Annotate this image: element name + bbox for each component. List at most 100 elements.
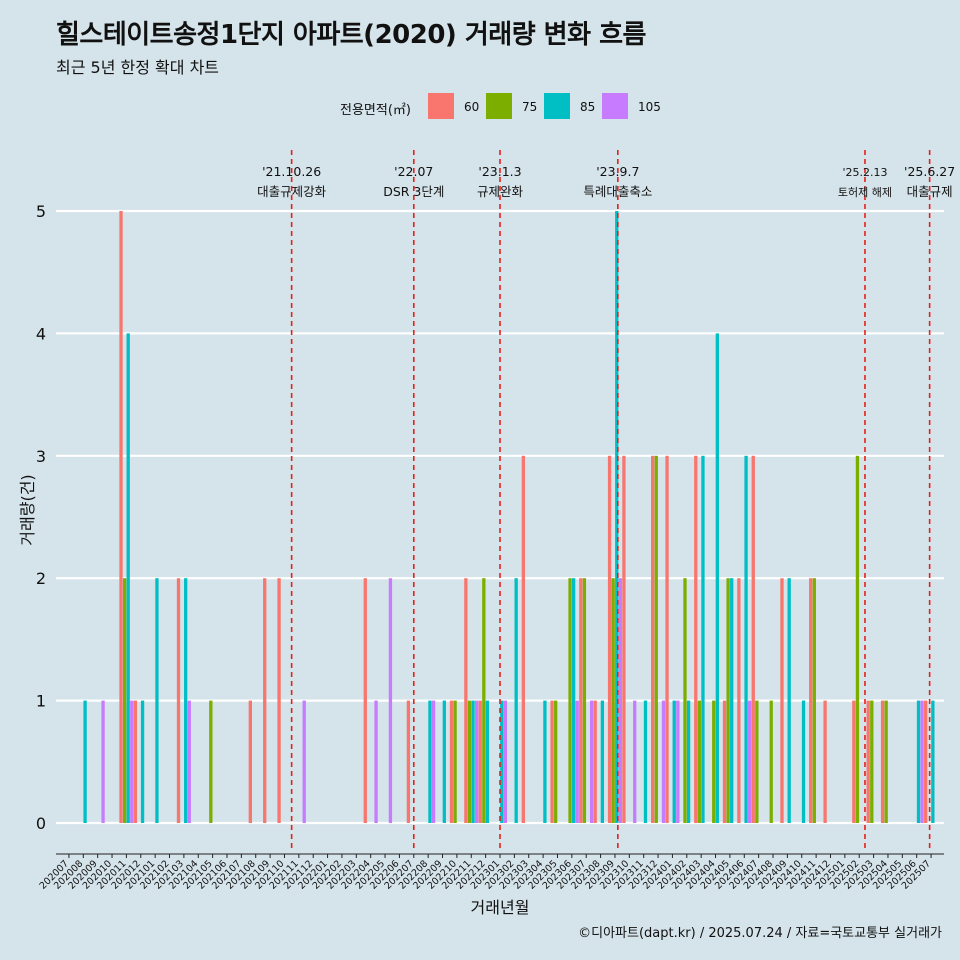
y-tick-label-0: 0	[36, 814, 46, 833]
event-date-4: '25.2.13	[842, 166, 887, 179]
y-tick-label-2: 2	[36, 569, 46, 588]
event-date-3: '23.9.7	[596, 164, 639, 179]
event-label-2: 규제완화	[477, 184, 524, 199]
bar-75-202408	[769, 700, 773, 823]
bar-60-202406	[737, 578, 741, 823]
y-tick-label-5: 5	[36, 202, 46, 221]
bar-75-202407	[755, 700, 759, 823]
bar-60-202308	[593, 700, 597, 823]
event-date-2: '23.1.3	[478, 164, 521, 179]
bar-105-202211	[474, 700, 479, 823]
chart-title: 힐스테이트송정1단지 아파트(2020) 거래량 변화 흐름	[56, 20, 646, 50]
bar-60-202207	[406, 700, 411, 823]
bar-75-202212	[482, 578, 486, 823]
legend-swatch-85	[544, 93, 570, 119]
bar-85-202304	[543, 700, 547, 823]
bar-85-202401	[672, 700, 676, 823]
bar-85-202101	[155, 578, 159, 823]
bar-60-202012	[133, 700, 138, 823]
bar-85-202012	[140, 700, 145, 823]
bar-85-202008	[83, 700, 87, 823]
y-tick-label-4: 4	[36, 324, 46, 343]
bar-60-202204	[363, 578, 367, 823]
event-label-1: DSR 3단계	[383, 184, 444, 199]
bar-75-202211	[467, 700, 472, 823]
bar-75-202307	[582, 578, 587, 823]
bar-85-202011	[126, 333, 130, 823]
event-date-1: '22.07	[394, 164, 433, 179]
bar-85-202406	[744, 455, 748, 823]
bar-75-202305	[554, 700, 558, 823]
bar-75-202011	[122, 578, 127, 823]
event-label-4: 토허제 해제	[838, 185, 892, 199]
bar-105-202309	[618, 578, 622, 823]
bar-105-202307	[589, 700, 594, 823]
legend-swatch-60	[428, 93, 454, 119]
legend: 전용면적(㎡) 60 75 85 105	[0, 92, 960, 122]
bar-85-202209	[442, 700, 446, 823]
bar-60-202108	[248, 700, 252, 823]
bar-85-202409	[787, 578, 791, 823]
bar-60-202401	[665, 455, 669, 823]
x-axis-title: 거래년월	[471, 898, 530, 917]
bar-60-202212	[478, 700, 482, 823]
bar-75-202309	[611, 578, 615, 823]
legend-label-85: 85	[580, 100, 596, 114]
bar-60-202310	[622, 455, 626, 823]
bar-75-202405	[726, 578, 730, 823]
bar-60-202312	[651, 455, 655, 823]
legend-title: 전용면적(㎡)	[340, 103, 411, 118]
bar-85-202506	[916, 700, 921, 823]
bar-105-202111	[302, 700, 306, 823]
bar-60-202110	[277, 578, 281, 823]
bar-105-202406	[748, 700, 752, 823]
bar-60-202403	[694, 455, 698, 823]
bar-60-202405	[722, 700, 727, 823]
bar-60-202507	[924, 700, 928, 823]
event-label-3: 특례대출축소	[583, 184, 652, 199]
bar-85-202309	[615, 211, 619, 823]
bar-60-202411	[809, 578, 813, 823]
bar-75-202404	[712, 700, 716, 823]
bar-60-202103	[176, 578, 181, 823]
legend-label-60: 60	[464, 100, 480, 114]
bar-85-202402	[686, 700, 691, 823]
bar-85-202211	[471, 700, 475, 823]
bar-60-202409	[780, 578, 784, 823]
bar-60-202109	[263, 578, 267, 823]
bar-85-202301	[500, 700, 504, 823]
bar-85-202302	[514, 578, 518, 823]
legend-swatch-105	[602, 93, 628, 119]
bar-105-202009	[101, 700, 105, 823]
bar-85-202208	[428, 700, 432, 823]
bar-60-202211	[464, 578, 468, 823]
bar-105-202208	[431, 700, 436, 823]
y-tick-label-1: 1	[36, 692, 46, 711]
event-label-5: 대출규제	[907, 184, 953, 199]
bar-105-202205	[388, 578, 393, 823]
bar-85-202103	[184, 578, 188, 823]
bar-105-202401	[676, 700, 680, 823]
bar-85-202405	[730, 578, 734, 823]
chart-subtitle: 최근 5년 한정 확대 차트	[56, 58, 220, 77]
bar-75-202503	[870, 700, 874, 823]
bar-60-202305	[550, 700, 554, 823]
bar-105-202312	[661, 700, 666, 823]
bar-60-202303	[521, 455, 526, 823]
bar-75-202411	[812, 578, 816, 823]
bar-105-202301	[503, 700, 508, 823]
bar-60-202407	[751, 455, 755, 823]
legend-label-105: 105	[638, 100, 661, 114]
bar-75-202402	[683, 578, 687, 823]
bar-75-202306	[568, 578, 572, 823]
bar-85-202403	[701, 455, 705, 823]
bar-60-202210	[449, 700, 454, 823]
bar-85-202410	[801, 700, 806, 823]
bar-60-202011	[119, 211, 123, 823]
bar-60-202502	[852, 700, 856, 823]
bar-85-202212	[485, 700, 490, 823]
event-label-0: 대출규제강화	[257, 184, 327, 199]
bar-105-202103	[187, 700, 191, 823]
bar-85-202507	[931, 700, 935, 823]
